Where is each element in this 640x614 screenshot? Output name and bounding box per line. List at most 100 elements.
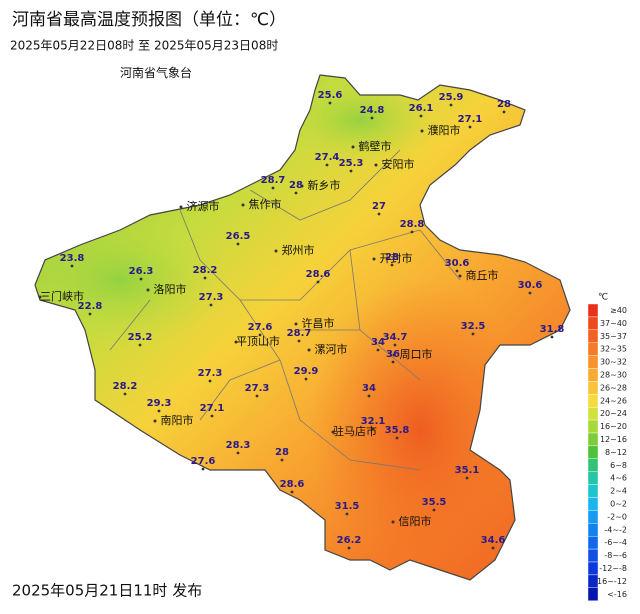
station-value: 25.9: [439, 92, 464, 103]
station-value: 32.5: [461, 321, 486, 332]
station-value: 25.6: [318, 90, 343, 101]
legend-label: 12~16: [600, 435, 627, 444]
legend-label: -8~-6: [604, 551, 627, 560]
legend-swatch: [587, 497, 599, 511]
city-dot: [300, 184, 304, 188]
city-name: 新乡市: [308, 178, 341, 192]
city-dot: [374, 163, 378, 167]
city-dot: [372, 257, 376, 261]
legend-swatch: [587, 548, 599, 563]
city-name: 濮阳市: [428, 123, 461, 137]
city-name: 周口市: [400, 347, 433, 361]
station-value: 28.2: [193, 265, 218, 276]
city-name: 漯河市: [315, 342, 348, 356]
legend-swatch: [587, 407, 599, 421]
station-value: 25.3: [339, 158, 364, 169]
station-dot: [370, 116, 374, 120]
station-value: 34: [371, 337, 385, 348]
station-value: 27.3: [245, 383, 270, 394]
station-dot: [258, 333, 262, 337]
legend-label: 32~35: [600, 345, 627, 354]
station-dot: [209, 303, 213, 307]
city-dot: [391, 520, 395, 524]
station-value: 27.3: [198, 368, 223, 379]
legend-label: 8~12: [605, 448, 627, 457]
station-dot: [139, 277, 143, 281]
station-value: 26.5: [226, 231, 251, 242]
station-value: 34.7: [383, 332, 408, 343]
station-value: 27.6: [248, 322, 273, 333]
station-value: 35.5: [422, 497, 447, 508]
station-dot: [88, 312, 92, 316]
station-value: 28.6: [306, 269, 331, 280]
city-dot: [294, 322, 298, 326]
legend-swatch: [587, 484, 599, 498]
legend-swatch: [587, 368, 599, 382]
station-dot: [236, 451, 240, 455]
station-dot: [271, 186, 275, 190]
legend-swatch: [587, 471, 599, 485]
station-dot: [203, 276, 207, 280]
station-dot: [325, 163, 329, 167]
city-dot: [153, 419, 157, 423]
legend-label: 35~37: [600, 332, 627, 341]
city-name: 南阳市: [161, 413, 194, 427]
station-dot: [123, 392, 127, 396]
station-dot: [294, 191, 298, 195]
station-dot: [297, 339, 301, 343]
city-dot: [331, 430, 335, 434]
city-dot: [307, 348, 311, 352]
legend-label: 16~20: [600, 422, 627, 431]
city-dot: [146, 288, 150, 292]
station-value: 27: [372, 201, 386, 212]
station-value: 28.3: [226, 440, 251, 451]
station-value: 29.3: [147, 398, 172, 409]
station-value: 28: [289, 180, 303, 191]
station-dot: [377, 212, 381, 216]
legend-swatch: [587, 342, 599, 356]
legend-label: 2~4: [610, 487, 627, 496]
station-dot: [157, 409, 161, 413]
city-name: 三门峡市: [40, 289, 84, 303]
station-dot: [210, 414, 214, 418]
station-dot: [347, 546, 351, 550]
city-dot: [420, 129, 424, 133]
station-dot: [393, 343, 397, 347]
city-name: 鹤壁市: [359, 139, 392, 153]
legend-swatch: [587, 445, 599, 459]
footer: 2025年05月21日11时 发布: [12, 582, 202, 600]
legend-label: -2~0: [607, 512, 627, 521]
station-dot: [376, 348, 380, 352]
station-value: 31.5: [335, 501, 360, 512]
legend-swatch: [587, 458, 599, 472]
city-dot: [234, 340, 238, 344]
station-dot: [432, 508, 436, 512]
city-name: 开封市: [380, 251, 413, 265]
station-value: 26.1: [409, 103, 434, 114]
city-name: 信阳市: [399, 514, 432, 528]
legend-swatch: [587, 419, 599, 434]
city-name: 许昌市: [302, 316, 335, 330]
station-value: 28.7: [287, 328, 312, 339]
station-value: 31.8: [540, 324, 565, 335]
legend-label: -16~-12: [594, 577, 627, 586]
legend-label: 24~26: [600, 396, 627, 405]
legend-swatch: [587, 523, 599, 537]
station-dot: [201, 467, 205, 471]
station-value: 29.9: [294, 366, 319, 377]
station-value: 26.2: [337, 535, 362, 546]
station-dot: [550, 335, 554, 339]
station-value: 28: [497, 99, 511, 110]
city-dot: [179, 205, 183, 209]
city-dot: [38, 295, 42, 299]
city-name: 郑州市: [282, 243, 315, 257]
station-value: 26.3: [129, 266, 154, 277]
station-dot: [280, 458, 284, 462]
legend-label: -4~-2: [604, 525, 627, 534]
legend-swatch: [587, 432, 599, 447]
city-dot: [241, 203, 245, 207]
station-dot: [371, 427, 375, 431]
legend-swatch: [587, 303, 599, 318]
station-value: 27.1: [200, 403, 225, 414]
